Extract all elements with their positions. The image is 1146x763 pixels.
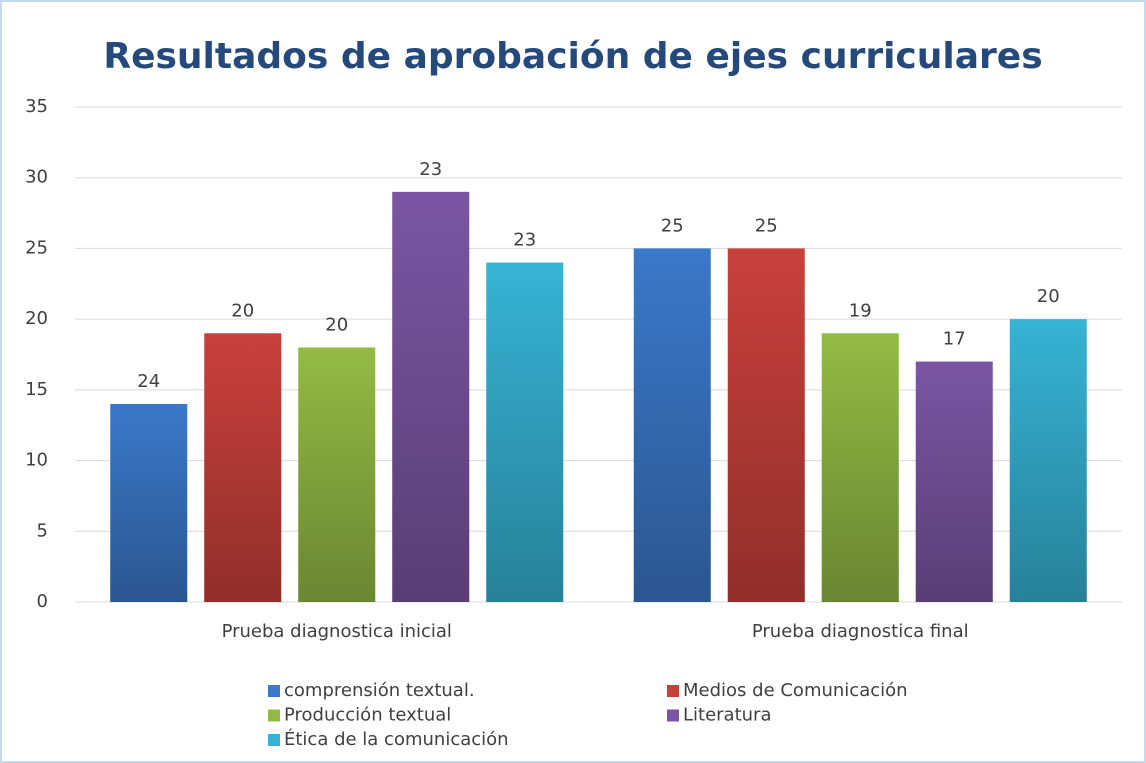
data-label: 23 [513, 230, 536, 251]
y-tick-label: 0 [37, 591, 48, 612]
bar-shade [821, 333, 899, 602]
data-label: 25 [755, 215, 778, 236]
legend-label: Literatura [683, 705, 772, 726]
bar-shade [110, 404, 188, 602]
chart-title: Resultados de aprobación de ejes curricu… [103, 36, 1042, 77]
y-tick-label: 15 [25, 379, 48, 400]
data-label: 23 [419, 159, 442, 180]
data-label: 20 [325, 314, 348, 335]
legend-label: Medios de Comunicación [683, 680, 908, 701]
bar-shade [486, 262, 564, 602]
legend-swatch [268, 685, 280, 697]
x-tick-label: Prueba diagnostica final [752, 621, 969, 642]
legend-swatch [667, 685, 679, 697]
data-label: 25 [661, 215, 684, 236]
data-label: 17 [943, 329, 966, 350]
y-tick-label: 20 [25, 308, 48, 329]
bar-shade [1009, 319, 1087, 602]
bar-shade [392, 191, 470, 602]
bar-shade [204, 333, 282, 602]
bar-shade [298, 347, 376, 602]
legend-label: Ética de la comunicación [284, 728, 509, 750]
bar-shade [727, 248, 805, 602]
data-label: 19 [849, 300, 872, 321]
legend-swatch [667, 709, 679, 722]
y-tick-label: 5 [37, 520, 48, 541]
data-label: 20 [1037, 286, 1060, 307]
y-tick-label: 35 [25, 96, 48, 117]
y-tick-label: 10 [25, 450, 48, 471]
legend-swatch [268, 734, 280, 746]
bar-shade [915, 361, 993, 602]
x-tick-label: Prueba diagnostica inicial [222, 621, 452, 642]
data-label: 20 [231, 300, 254, 321]
y-tick-label: 25 [25, 237, 48, 258]
legend-label: Producción textual [284, 705, 451, 726]
legend-label: comprensión textual. [284, 680, 475, 701]
data-label: 24 [137, 371, 160, 392]
bar-shade [633, 248, 711, 602]
legend-swatch [268, 709, 280, 722]
y-tick-label: 30 [25, 167, 48, 188]
